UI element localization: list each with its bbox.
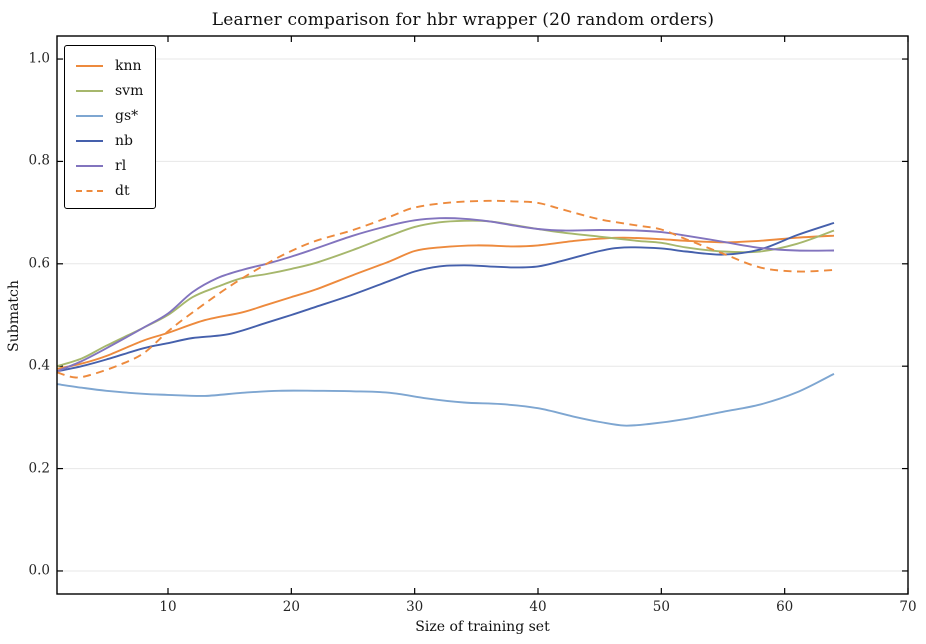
x-tick-label: 70 <box>899 599 917 615</box>
x-tick-label: 10 <box>159 599 177 615</box>
y-tick-label: 0.2 <box>28 459 50 476</box>
series-line-rl <box>56 217 835 373</box>
legend-item-gs: gs* <box>65 103 155 128</box>
series-line-gs <box>56 373 835 427</box>
y-tick-label: 0.4 <box>28 357 50 374</box>
chart-title: Learner comparison for hbr wrapper (20 r… <box>211 10 715 30</box>
series-line-nb <box>56 221 835 373</box>
legend-item-label: knn <box>115 57 142 74</box>
legend-line-sample <box>76 89 103 92</box>
legend-item-label: dt <box>115 182 130 199</box>
legend-item-label: nb <box>115 132 133 149</box>
legend-line-sample <box>76 189 103 192</box>
series-line-dt <box>56 199 835 379</box>
y-tick-label: 0.0 <box>28 562 50 579</box>
y-axis-label: Submatch <box>6 280 22 352</box>
y-tick-label: 0.8 <box>28 152 50 169</box>
x-tick-label: 60 <box>776 599 794 615</box>
y-tick-label: 0.6 <box>28 255 50 272</box>
legend-item-label: svm <box>115 82 144 99</box>
legend-item-knn: knn <box>65 53 155 78</box>
legend-line-sample <box>76 164 103 167</box>
series-line-svm <box>56 219 835 368</box>
x-tick-label: 50 <box>652 599 670 615</box>
legend-item-rl: rl <box>65 153 155 178</box>
legend-item-dt: dt <box>65 178 155 203</box>
legend-item-label: gs* <box>115 107 139 124</box>
plot-frame <box>56 35 909 595</box>
series-line-knn <box>56 234 835 370</box>
legend-item-nb: nb <box>65 128 155 153</box>
legend-item-svm: svm <box>65 78 155 103</box>
x-axis-label: Size of training set <box>415 619 550 635</box>
x-tick-label: 20 <box>282 599 300 615</box>
legend-item-label: rl <box>115 157 127 174</box>
y-tick-label: 1.0 <box>28 50 50 67</box>
legend: knn svm gs* nb rl dt <box>64 45 156 209</box>
x-tick-label: 30 <box>406 599 424 615</box>
x-tick-label: 40 <box>529 599 547 615</box>
legend-line-sample <box>76 139 103 142</box>
legend-line-sample <box>76 114 103 117</box>
legend-line-sample <box>76 64 103 67</box>
